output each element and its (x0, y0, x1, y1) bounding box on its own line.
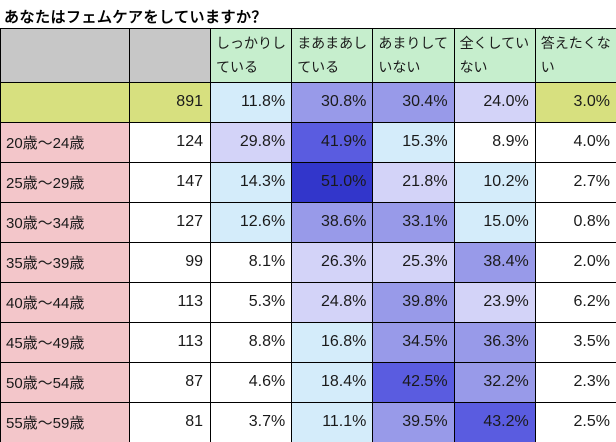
age-group-row: 25歳〜29歳 147 14.3% 51.0% 21.8% 10.2% 2.7% (0, 161, 616, 203)
percent-cell: 15.0% (453, 201, 536, 243)
row-sample-count: 99 (129, 241, 211, 283)
row-sample-count: 127 (129, 201, 211, 243)
percent-cell: 0.8% (534, 201, 616, 243)
percent-cell: 15.3% (372, 121, 455, 163)
row-label: 35歳〜39歳 (0, 241, 130, 283)
column-header-not-really-doing: あまりしていない (372, 28, 455, 83)
percent-cell: 2.3% (534, 361, 616, 403)
row-label: 45歳〜49歳 (0, 321, 130, 363)
row-sample-count: 81 (129, 401, 211, 442)
age-group-row: 40歳〜44歳 113 5.3% 24.8% 39.8% 23.9% 6.2% (0, 281, 616, 323)
row-label: 30歳〜34歳 (0, 201, 130, 243)
percent-cell: 5.3% (209, 281, 293, 323)
row-label: 40歳〜44歳 (0, 281, 130, 323)
percent-cell: 3.0% (534, 81, 616, 123)
percent-cell: 2.0% (534, 241, 616, 283)
row-sample-count: 147 (129, 161, 211, 203)
percent-cell: 42.5% (372, 361, 455, 403)
percent-cell: 39.8% (372, 281, 455, 323)
row-sample-count: 124 (129, 121, 211, 163)
row-sample-count: 113 (129, 321, 211, 363)
percent-cell: 32.2% (453, 361, 536, 403)
percent-cell: 43.2% (453, 401, 536, 442)
percent-cell: 2.5% (534, 401, 616, 442)
percent-cell: 11.1% (291, 401, 374, 442)
percent-cell: 6.2% (534, 281, 616, 323)
percent-cell: 30.4% (372, 81, 455, 123)
percent-cell: 24.8% (291, 281, 374, 323)
row-label: 20歳〜24歳 (0, 121, 130, 163)
corner-cell-label (0, 28, 130, 83)
corner-cell-count (129, 28, 211, 83)
column-header-firmly-doing: しっかりしている (209, 28, 293, 83)
percent-cell: 10.2% (453, 161, 536, 203)
age-group-row: 35歳〜39歳 99 8.1% 26.3% 25.3% 38.4% 2.0% (0, 241, 616, 283)
percent-cell: 29.8% (209, 121, 293, 163)
percent-cell: 38.6% (291, 201, 374, 243)
percent-cell: 4.0% (534, 121, 616, 163)
column-header-not-at-all: 全くしていない (453, 28, 536, 83)
age-group-row: 20歳〜24歳 124 29.8% 41.9% 15.3% 8.9% 4.0% (0, 121, 616, 163)
percent-cell: 8.1% (209, 241, 293, 283)
age-group-row: 50歳〜54歳 87 4.6% 18.4% 42.5% 32.2% 2.3% (0, 361, 616, 403)
percent-cell: 23.9% (453, 281, 536, 323)
percent-cell: 36.3% (453, 321, 536, 363)
percent-cell: 3.5% (534, 321, 616, 363)
percent-cell: 41.9% (291, 121, 374, 163)
percent-cell: 12.6% (209, 201, 293, 243)
percent-cell: 38.4% (453, 241, 536, 283)
percent-cell: 24.0% (453, 81, 536, 123)
total-row: 891 11.8% 30.8% 30.4% 24.0% 3.0% (0, 81, 616, 123)
percent-cell: 2.7% (534, 161, 616, 203)
percent-cell: 26.3% (291, 241, 374, 283)
age-group-row: 30歳〜34歳 127 12.6% 38.6% 33.1% 15.0% 0.8% (0, 201, 616, 243)
age-group-row: 45歳〜49歳 113 8.8% 16.8% 34.5% 36.3% 3.5% (0, 321, 616, 363)
row-sample-count: 113 (129, 281, 211, 323)
age-group-row: 55歳〜59歳 81 3.7% 11.1% 39.5% 43.2% 2.5% (0, 401, 616, 442)
percent-cell: 21.8% (372, 161, 455, 203)
page-title: あなたはフェムケアをしていますか？ (4, 9, 268, 26)
column-header-somewhat-doing: まあまあしている (291, 28, 374, 83)
row-label: 25歳〜29歳 (0, 161, 130, 203)
percent-cell: 51.0% (291, 161, 374, 203)
percent-cell: 8.9% (453, 121, 536, 163)
percent-cell: 18.4% (291, 361, 374, 403)
row-label: 50歳〜54歳 (0, 361, 130, 403)
row-sample-count: 87 (129, 361, 211, 403)
percent-cell: 16.8% (291, 321, 374, 363)
percent-cell: 30.8% (291, 81, 374, 123)
percent-cell: 33.1% (372, 201, 455, 243)
percent-cell: 39.5% (372, 401, 455, 442)
percent-cell: 4.6% (209, 361, 293, 403)
percent-cell: 11.8% (209, 81, 293, 123)
percent-cell: 8.8% (209, 321, 293, 363)
percent-cell: 34.5% (372, 321, 455, 363)
row-label: 55歳〜59歳 (0, 401, 130, 442)
survey-crosstab-table: しっかりしている まあまあしている あまりしていない 全くしていない 答えたくな… (0, 28, 616, 442)
percent-cell: 3.7% (209, 401, 293, 442)
row-sample-count: 891 (129, 81, 211, 123)
percent-cell: 14.3% (209, 161, 293, 203)
row-label (0, 81, 130, 123)
header-row: しっかりしている まあまあしている あまりしていない 全くしていない 答えたくな… (0, 28, 616, 83)
column-header-prefer-not-to-answer: 答えたくない (534, 28, 616, 83)
percent-cell: 25.3% (372, 241, 455, 283)
